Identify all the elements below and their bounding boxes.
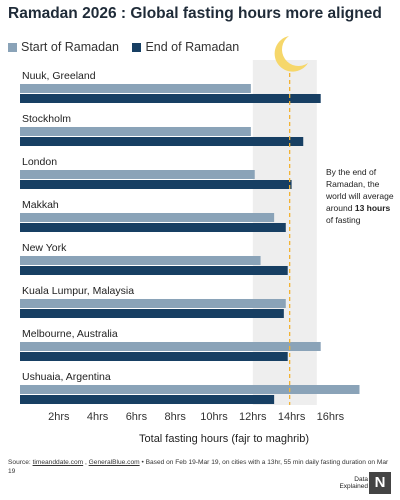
x-tick-label: 16hrs xyxy=(317,411,345,423)
bar-end xyxy=(20,137,304,146)
source-note: Source: timeanddate.com , GeneralBlue.co… xyxy=(8,458,392,476)
legend-label-start: Start of Ramadan xyxy=(21,40,119,54)
legend-label-end: End of Ramadan xyxy=(145,40,240,54)
city-row: Makkah xyxy=(20,199,286,232)
city-row: Kuala Lumpur, Malaysia xyxy=(20,285,286,318)
bar-end xyxy=(20,309,284,318)
city-label: Nuuk, Greeland xyxy=(22,70,96,82)
x-tick-label: 8hrs xyxy=(164,411,186,423)
annotation-bold: 13 hours xyxy=(354,203,391,213)
bar-start xyxy=(20,213,275,222)
legend-item-start: Start of Ramadan xyxy=(8,40,119,54)
source-link-generalblue[interactable]: GeneralBlue.com xyxy=(88,459,140,466)
source-rest: • Based on Feb 19-Mar 19, on cities with… xyxy=(8,459,389,475)
legend-swatch-start xyxy=(8,43,17,52)
city-row: Nuuk, Greeland xyxy=(20,70,321,103)
annotation-text-before: By the end of Ramadan, the world will av… xyxy=(326,167,394,213)
city-label: New York xyxy=(22,242,67,254)
bar-start xyxy=(20,385,360,394)
x-tick-label: 10hrs xyxy=(200,411,228,423)
bar-start xyxy=(20,256,261,265)
brand-name: Data Explained xyxy=(332,476,368,490)
x-tick-label: 12hrs xyxy=(239,411,267,423)
legend-item-end: End of Ramadan xyxy=(132,40,239,54)
city-label: London xyxy=(22,156,57,168)
source-prefix: Source: xyxy=(8,459,33,466)
legend: Start of Ramadan End of Ramadan xyxy=(8,40,249,54)
bar-start xyxy=(20,170,255,179)
source-link-timeanddate[interactable]: timeanddate.com xyxy=(32,459,84,466)
city-row: Stockholm xyxy=(20,113,304,146)
x-axis-label: Total fasting hours (fajr to maghrib) xyxy=(139,433,309,445)
bar-start xyxy=(20,299,286,308)
brand-logo: N xyxy=(369,472,391,494)
bar-start xyxy=(20,84,251,93)
city-row: New York xyxy=(20,242,288,275)
brand-line2: Explained xyxy=(339,483,368,490)
x-tick-label: 6hrs xyxy=(126,411,148,423)
brand-line1: Data xyxy=(354,476,368,483)
crescent-moon-icon xyxy=(274,36,308,72)
city-row: Ushuaia, Argentina xyxy=(20,371,360,404)
bar-start xyxy=(20,342,321,351)
legend-swatch-end xyxy=(132,43,142,52)
city-label: Kuala Lumpur, Malaysia xyxy=(22,285,134,297)
source-separator: , xyxy=(83,459,89,466)
city-row: Melbourne, Australia xyxy=(20,328,321,361)
x-tick-label: 2hrs xyxy=(48,411,70,423)
bar-end xyxy=(20,180,292,189)
city-label: Melbourne, Australia xyxy=(22,328,118,340)
annotation-text-after: of fasting xyxy=(326,215,361,225)
x-tick-label: 4hrs xyxy=(87,411,109,423)
annotation: By the end of Ramadan, the world will av… xyxy=(326,166,398,226)
bar-end xyxy=(20,94,321,103)
city-label: Ushuaia, Argentina xyxy=(22,371,111,383)
bar-end xyxy=(20,223,286,232)
chart-title: Ramadan 2026 : Global fasting hours more… xyxy=(8,5,382,22)
bar-end xyxy=(20,266,288,275)
x-axis-ticks: 2hrs 4hrs 6hrs 8hrs 10hrs 12hrs 14hrs 16hrs xyxy=(48,411,345,423)
city-label: Makkah xyxy=(22,199,59,211)
city-label: Stockholm xyxy=(22,113,71,125)
bar-start xyxy=(20,127,251,136)
x-tick-label: 14hrs xyxy=(278,411,306,423)
bar-end xyxy=(20,395,275,404)
crescent-moon-shape xyxy=(274,36,308,72)
bar-end xyxy=(20,352,288,361)
chart-rows: Nuuk, Greeland Stockholm London Makkah New Y… xyxy=(20,70,360,404)
city-row: London xyxy=(20,156,292,189)
